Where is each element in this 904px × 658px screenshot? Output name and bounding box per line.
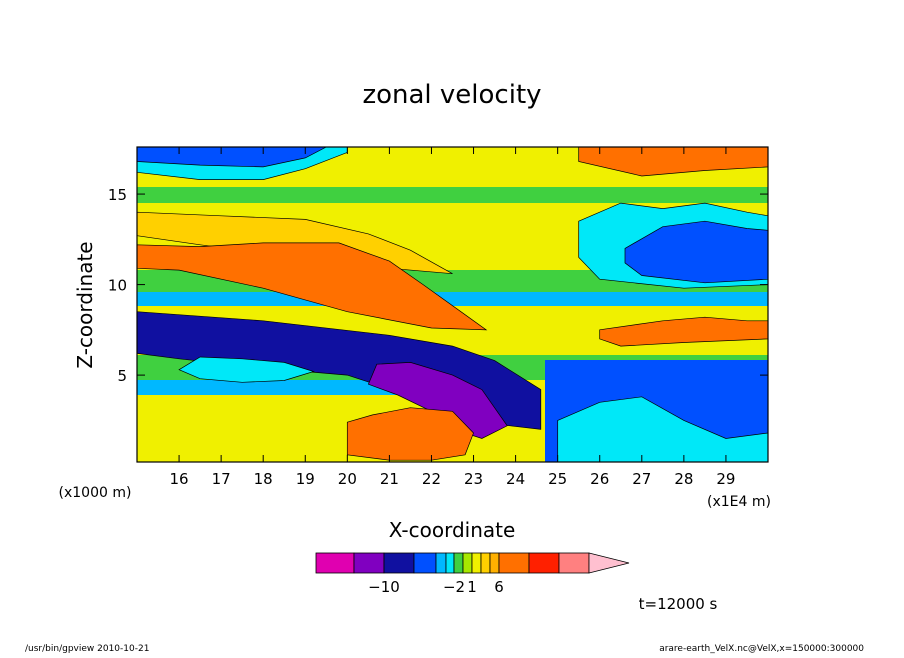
field-region-5 (367, 362, 508, 439)
colorbar-swatch (498, 552, 530, 574)
x-tick-label: 16 (170, 470, 189, 488)
colorbar-swatch (353, 552, 385, 574)
field-region-11 (578, 147, 768, 177)
footer-left: /usr/bin/gpview 2010-10-21 (25, 644, 149, 654)
x-unit-label: (x1E4 m) (707, 494, 771, 510)
y-axis: 5 10 15 (108, 186, 768, 385)
x-tick-label: 24 (506, 470, 525, 488)
x-tick-label: 29 (716, 470, 735, 488)
colorbar-swatch (528, 552, 560, 574)
colorbar-swatch (462, 552, 473, 574)
field-low-band-blue (137, 380, 427, 395)
field-region-12 (178, 356, 315, 383)
field-mid-band-blue (137, 292, 768, 306)
x-tick-label: 22 (422, 470, 441, 488)
x-tick-label: 25 (548, 470, 567, 488)
colorbar-swatch (435, 552, 447, 574)
colorbar-swatch (315, 552, 355, 574)
y-tick-label: 5 (117, 367, 127, 385)
y-tick-label: 15 (108, 186, 127, 204)
x-axis: 16 17 18 19 20 21 22 23 24 25 26 27 28 29 (170, 147, 735, 488)
colorbar-label: −10 (368, 578, 400, 596)
colorbar-swatch (558, 552, 590, 574)
velocity-field (137, 147, 768, 462)
x-tick-label: 28 (674, 470, 693, 488)
colorbar-swatch (480, 552, 491, 574)
x-tick-label: 18 (254, 470, 273, 488)
x-tick-label: 26 (590, 470, 609, 488)
field-upper-band-green (137, 187, 768, 203)
x-tick-label: 17 (212, 470, 231, 488)
x-tick-label: 21 (380, 470, 399, 488)
x-axis-label: X-coordinate (389, 518, 516, 542)
x-tick-label: 27 (632, 470, 651, 488)
colorbar-swatch (471, 552, 482, 574)
field-region-3 (137, 242, 488, 331)
colorbar-swatch (383, 552, 415, 574)
colorbar-label: −2 (443, 578, 465, 596)
y-tick-label: 10 (108, 277, 127, 295)
colorbar: −10 −2 1 6 (315, 552, 630, 596)
time-label: t=12000 s (639, 595, 718, 613)
field-region-1 (137, 147, 327, 168)
field-region-7 (557, 396, 768, 462)
colorbar-label: 1 (467, 578, 477, 596)
colorbar-swatch (445, 552, 455, 574)
colorbar-swatch (453, 552, 464, 574)
colorbar-label: 6 (494, 578, 504, 596)
colorbar-swatch (489, 552, 500, 574)
field-region-6 (346, 407, 474, 461)
footer-right: arare-earth_VelX.nc@VelX,x=150000:300000 (659, 644, 864, 654)
x-tick-label: 19 (296, 470, 315, 488)
colorbar-arrow (588, 552, 630, 574)
y-unit-label: (x1000 m) (59, 485, 132, 501)
plot-frame (136, 146, 769, 463)
x-tick-label: 23 (464, 470, 483, 488)
field-region-9 (624, 220, 768, 284)
x-tick-label: 20 (338, 470, 357, 488)
y-axis-label: Z-coordinate (73, 241, 97, 368)
colorbar-swatch (413, 552, 437, 574)
field-region-10 (599, 316, 768, 347)
chart-title: zonal velocity (362, 80, 541, 110)
